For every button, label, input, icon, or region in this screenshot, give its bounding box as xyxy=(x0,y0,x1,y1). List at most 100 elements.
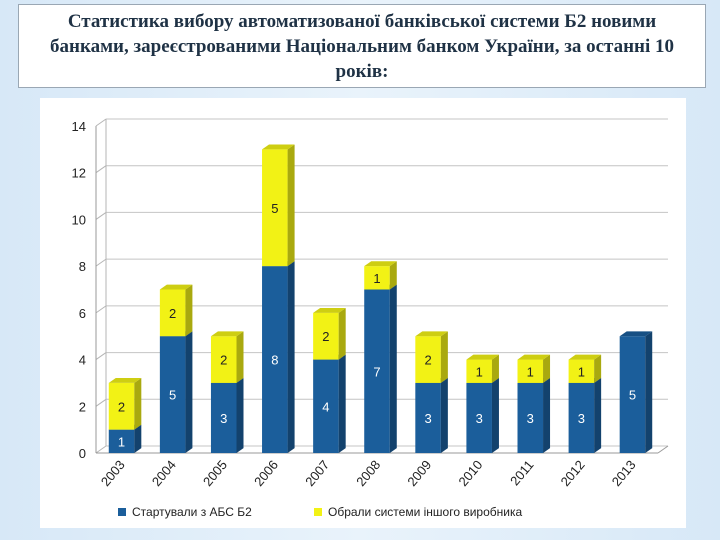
data-label: 5 xyxy=(169,388,176,403)
bar-side xyxy=(440,378,448,453)
bar-side xyxy=(491,354,499,383)
bar-top xyxy=(466,354,499,360)
gridline-depth xyxy=(95,258,107,267)
bar-side xyxy=(594,354,602,383)
bar-side xyxy=(389,284,397,453)
bar-face xyxy=(313,312,339,360)
bar-segment xyxy=(517,354,551,383)
bar-segment xyxy=(159,331,193,453)
bar-face xyxy=(210,382,237,453)
x-tick-label: 2004 xyxy=(149,457,179,489)
data-label: 2 xyxy=(118,399,125,414)
bar-top xyxy=(517,354,551,360)
bar-face xyxy=(415,382,441,453)
bar-segment xyxy=(466,354,499,383)
data-label: 3 xyxy=(220,411,227,426)
bar-side xyxy=(543,354,551,383)
bar-side xyxy=(185,331,193,453)
bar-segment xyxy=(108,378,142,430)
bar-side xyxy=(185,284,193,337)
bar-side xyxy=(645,331,653,453)
gridline-depth xyxy=(95,305,107,314)
bar-side xyxy=(389,261,397,290)
gridline-depth xyxy=(95,352,107,360)
data-label: 2 xyxy=(424,353,431,368)
bar-segment xyxy=(619,331,653,453)
x-tick-label: 2008 xyxy=(353,457,383,489)
bar-side xyxy=(594,378,602,453)
bar-face xyxy=(262,149,288,267)
bar-side xyxy=(287,144,295,267)
x-tick-label: 2003 xyxy=(98,457,128,489)
bar-segment xyxy=(262,261,295,453)
bar-face xyxy=(466,359,492,383)
data-label: 1 xyxy=(527,364,534,379)
x-tick-label: 2011 xyxy=(507,457,536,488)
bar-side xyxy=(491,378,499,453)
gridline-depth xyxy=(95,165,107,174)
y-tick-label: 10 xyxy=(72,212,86,227)
gridline-depth xyxy=(95,445,107,454)
legend-label: Стартували з АБС Б2 xyxy=(132,505,252,519)
data-label: 2 xyxy=(169,306,176,321)
y-tick-label: 0 xyxy=(79,446,86,461)
bar-layer xyxy=(108,144,653,453)
data-label: 2 xyxy=(220,353,227,368)
bar-face xyxy=(568,382,595,453)
x-tick-label: 2013 xyxy=(609,457,639,489)
bar-top xyxy=(108,378,142,383)
y-tick-label: 6 xyxy=(79,306,86,321)
bar-face xyxy=(619,336,646,453)
bar-face xyxy=(568,359,595,383)
y-tick-label: 8 xyxy=(79,259,86,274)
bar-face xyxy=(517,382,544,453)
bar-top xyxy=(568,354,602,360)
slide-title-box: Статистика вибору автоматизованої банків… xyxy=(18,4,706,88)
data-label: 2 xyxy=(322,329,329,344)
bar-segment xyxy=(262,144,295,267)
bar-face xyxy=(517,359,544,383)
chart-panel: 0 2 4 6 8 10 12 14 1 2 2003 5 2 2004 3 2 2005 8 5 2006 4 2 20… xyxy=(40,98,686,528)
bar-side xyxy=(338,307,346,360)
bar-segment xyxy=(313,354,346,453)
bar-face xyxy=(364,266,390,290)
data-label: 4 xyxy=(322,399,329,414)
x-tick-label: 2009 xyxy=(404,457,434,489)
data-label: 3 xyxy=(424,411,431,426)
x-axis-end xyxy=(657,445,669,454)
bar-segment xyxy=(466,378,499,453)
data-label: 3 xyxy=(476,411,483,426)
bar-segment xyxy=(568,354,602,383)
bar-face xyxy=(108,382,135,430)
bar-top xyxy=(415,331,448,337)
bar-side xyxy=(287,261,295,453)
legend-swatch xyxy=(118,508,126,516)
bar-face xyxy=(159,289,186,337)
bar-segment xyxy=(415,331,448,383)
y-tick-label: 4 xyxy=(79,353,86,368)
bar-face xyxy=(415,336,441,383)
bar-top xyxy=(262,144,295,150)
bar-segment xyxy=(210,331,244,383)
gridline-depth xyxy=(95,212,107,220)
data-label: 7 xyxy=(373,364,380,379)
bar-face xyxy=(466,382,492,453)
legend-swatch xyxy=(314,508,322,516)
data-label: 1 xyxy=(476,364,483,379)
gridline-depth xyxy=(95,398,107,407)
bar-side xyxy=(134,378,142,430)
slide-title: Статистика вибору автоматизованої банків… xyxy=(50,10,674,82)
data-label: 1 xyxy=(118,434,125,449)
x-tick-label: 2007 xyxy=(302,457,332,489)
bar-side xyxy=(440,331,448,383)
bar-side xyxy=(236,378,244,453)
gridline-depth xyxy=(95,118,107,127)
bar-face xyxy=(108,429,135,453)
bar-face xyxy=(210,336,237,383)
bar-side xyxy=(134,424,142,453)
bar-top xyxy=(210,331,244,337)
bar-face xyxy=(313,359,339,453)
bar-segment xyxy=(364,261,397,290)
bar-side xyxy=(236,331,244,383)
